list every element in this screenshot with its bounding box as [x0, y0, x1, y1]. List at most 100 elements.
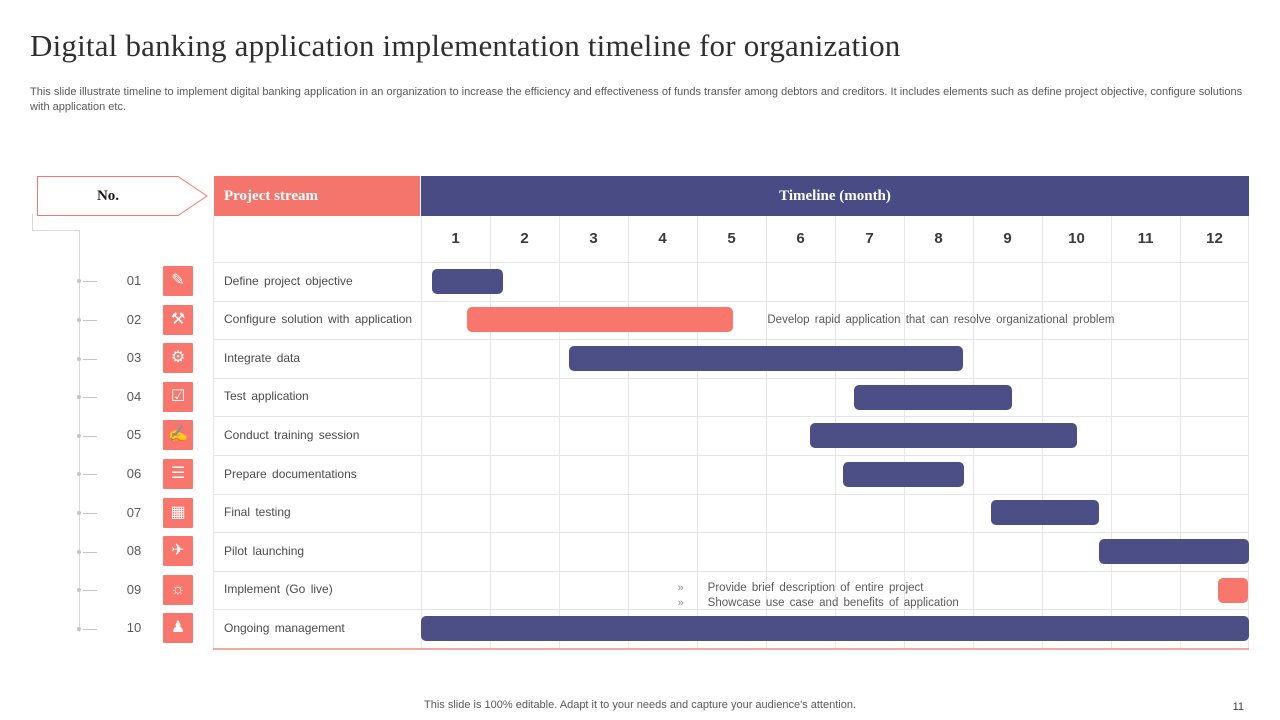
gantt-bar [1217, 577, 1249, 603]
row-number: 09 [126, 581, 142, 597]
grid-column-line [559, 216, 560, 648]
project-stream-label: Define project objective [224, 273, 353, 288]
gantt-bar [810, 423, 1078, 449]
bullet-marker: » [677, 596, 684, 609]
month-tick: 7 [865, 230, 874, 247]
connector-main-vertical [79, 230, 80, 632]
month-tick: 9 [1003, 230, 1012, 247]
grid-row-line [213, 493, 1249, 495]
scroll-pen-icon: ✎ [163, 266, 193, 296]
grid-row-line [213, 377, 1249, 379]
page-title: Digital banking application implementati… [30, 28, 901, 63]
no-header-label: No. [96, 188, 120, 204]
grid-column-line [697, 216, 698, 648]
bullet-marker: » [677, 581, 684, 594]
gantt-bar [854, 384, 1013, 410]
table-grid-icon: ▦ [163, 497, 193, 528]
row-connector-dash [83, 319, 97, 321]
grid-row-line [213, 300, 1249, 302]
row-number: 10 [126, 620, 142, 636]
bulb-idea-icon: ☼ [163, 574, 193, 605]
row-connector-dash [83, 281, 97, 283]
project-stream-label: Configure solution with application [224, 312, 413, 327]
row-connector-dash [83, 474, 97, 476]
training-presenter-icon: ✍ [163, 420, 193, 451]
row-number: 01 [126, 273, 142, 288]
no-column-header: No. [37, 176, 208, 216]
month-tick: 10 [1068, 230, 1085, 247]
bullet-item: » Provide brief description of entire pro… [678, 581, 959, 596]
row-connector-dot [77, 279, 81, 284]
row-connector-dot [77, 395, 81, 400]
bar-annotation: Develop rapid application that can resol… [767, 313, 1115, 326]
row-number: 08 [126, 543, 142, 559]
project-stream-label: Final testing [224, 505, 291, 520]
gantt-bar [467, 307, 733, 333]
month-tick: 4 [658, 230, 667, 247]
grid-row-line [213, 262, 1249, 263]
gantt-bar [842, 461, 965, 487]
row-connector-dash [83, 397, 97, 399]
table-bottom-accent-line [213, 648, 1249, 650]
row-connector-dash [83, 590, 97, 592]
page-number: 11 [1232, 701, 1244, 713]
launch-icon: ✈ [163, 536, 193, 567]
gantt-bar [421, 616, 1249, 642]
timeline-header: Timeline (month) [421, 176, 1249, 216]
project-stream-label: Test application [224, 389, 309, 404]
footer-note: This slide is 100% editable. Adapt it to… [424, 699, 856, 711]
person-gear-icon: ♟ [163, 613, 193, 644]
connector-stub-horizontal [32, 230, 80, 231]
grid-row-line [213, 609, 1249, 611]
month-tick: 8 [934, 230, 943, 247]
month-tick: 12 [1206, 230, 1223, 247]
grid-column-line [1180, 216, 1181, 648]
row-connector-dash [83, 512, 97, 514]
arrow-shape-icon [37, 176, 208, 216]
month-tick: 6 [796, 230, 805, 247]
row-number: 02 [126, 311, 142, 327]
bullet-item: » Showcase use case and benefits of appli… [678, 596, 959, 611]
grid-row-line [213, 532, 1249, 534]
gantt-bar [432, 268, 504, 294]
grid-column-line [1248, 216, 1249, 648]
row-connector-dot [77, 317, 81, 322]
month-tick: 3 [589, 230, 598, 247]
grid-row-line [213, 570, 1249, 572]
project-stream-label: Conduct training session [224, 427, 360, 442]
row-number: 06 [126, 466, 142, 481]
project-stream-label: Prepare documentations [224, 466, 357, 481]
row-connector-dash [83, 551, 97, 553]
slide-description: This slide illustrate timeline to implem… [30, 86, 1243, 113]
month-tick: 1 [451, 230, 460, 247]
gantt-bar [568, 346, 963, 371]
bullet-text: Showcase use case and benefits of applic… [707, 596, 959, 609]
gantt-bar [990, 500, 1099, 526]
project-stream-label: Implement (Go live) [224, 582, 333, 597]
grid-column-line [1111, 216, 1112, 648]
grid-column-line [421, 216, 422, 648]
grid-row-line [213, 455, 1249, 456]
row-connector-dot [77, 472, 81, 477]
connector-stub-vertical [32, 214, 33, 231]
row-connector-dot [77, 549, 81, 554]
gantt-bar [1098, 539, 1249, 564]
month-tick: 5 [727, 230, 736, 247]
gears-icon: ⚙ [163, 343, 193, 374]
row-connector-dot [77, 433, 81, 438]
row-number: 05 [126, 427, 142, 443]
row-connector-dash [83, 628, 97, 630]
row-connector-dot [77, 510, 81, 515]
checklist-icon: ☑ [163, 381, 193, 412]
bar-bullet-list: » Provide brief description of entire pro… [678, 581, 959, 611]
row-connector-dash [83, 435, 97, 437]
month-tick: 11 [1137, 230, 1154, 247]
grid-row-line [213, 416, 1249, 418]
document-gear-icon: ☰ [163, 459, 193, 489]
row-connector-dash [83, 358, 97, 360]
grid-row-line [213, 339, 1249, 341]
grid-column-line [628, 216, 629, 648]
project-stream-label: Integrate data [224, 350, 301, 365]
project-stream-header: Project stream [214, 176, 420, 216]
